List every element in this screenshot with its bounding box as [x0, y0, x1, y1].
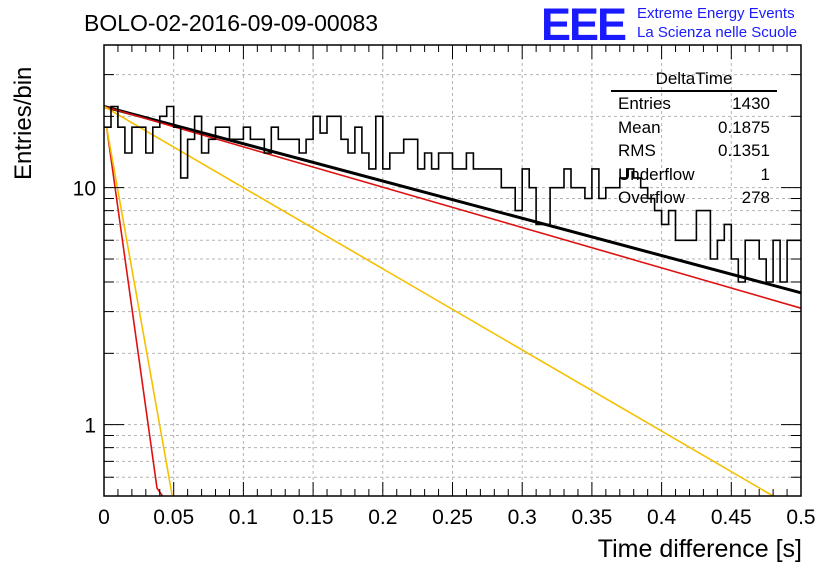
y-tick-label: 1	[84, 415, 96, 438]
x-tick-label: 0.25	[432, 506, 473, 529]
eee-logo: EEE	[541, 0, 627, 50]
logo-caption: Extreme Energy Events La Scienza nelle S…	[637, 4, 797, 42]
y-tick-label: 10	[73, 178, 96, 201]
stats-box: DeltaTime Entries 1430 Mean 0.1875 RMS 0.13…	[611, 69, 777, 210]
histogram-outline	[104, 105, 801, 283]
stats-key: Overflow	[618, 188, 686, 207]
fit-curve	[106, 128, 174, 497]
axis-ticks: 0 0.05 0.1 0.15 0.2 0.25 0.3 0.35 0.4 0.45 0.5 1 10	[73, 44, 816, 529]
fit-curve	[103, 105, 774, 497]
grid-lines	[104, 44, 801, 497]
x-tick-label: 0.15	[293, 506, 334, 529]
stats-key: RMS	[618, 141, 656, 160]
stats-key: Mean	[618, 117, 661, 137]
stats-value: 1430	[732, 94, 770, 113]
stats-title: DeltaTime	[611, 69, 777, 92]
fit-curve	[106, 128, 164, 497]
fit-curves	[103, 105, 802, 497]
x-axis-label: Time difference [s]	[597, 535, 802, 563]
x-tick-label: 0	[98, 506, 110, 529]
fit-curve	[103, 105, 802, 295]
stats-row-entries: Entries 1430	[611, 92, 777, 116]
x-tick-label: 0.2	[368, 506, 397, 529]
x-tick-label: 0.3	[508, 506, 537, 529]
chart-title: BOLO-02-2016-09-09-00083	[84, 10, 379, 36]
x-tick-label: 0.4	[647, 506, 677, 529]
stats-value: 1	[760, 164, 770, 184]
stats-row-underflow: Underflow 1	[611, 163, 777, 187]
histogram-layer	[104, 105, 801, 283]
logo-caption-line1: Extreme Energy Events	[637, 5, 795, 22]
x-tick-label: 0.5	[786, 506, 815, 529]
stats-row-mean: Mean 0.1875	[611, 116, 777, 140]
stats-key: Underflow	[618, 164, 695, 184]
stats-key: Entries	[618, 94, 671, 113]
x-tick-label: 0.45	[711, 506, 752, 529]
x-tick-label: 0.05	[153, 506, 194, 529]
y-axis-label: Entries/bin	[10, 66, 37, 180]
fit-curve	[103, 105, 802, 309]
x-tick-label: 0.35	[571, 506, 612, 529]
stats-row-overflow: Overflow 278	[611, 186, 777, 210]
stats-value: 278	[741, 188, 770, 207]
stats-value: 0.1875	[718, 117, 770, 137]
stats-row-rms: RMS 0.1351	[611, 139, 777, 163]
x-tick-label: 0.1	[229, 506, 258, 529]
logo-caption-line2: La Scienza nelle Scuole	[637, 24, 798, 41]
stats-value: 0.1351	[718, 141, 770, 160]
